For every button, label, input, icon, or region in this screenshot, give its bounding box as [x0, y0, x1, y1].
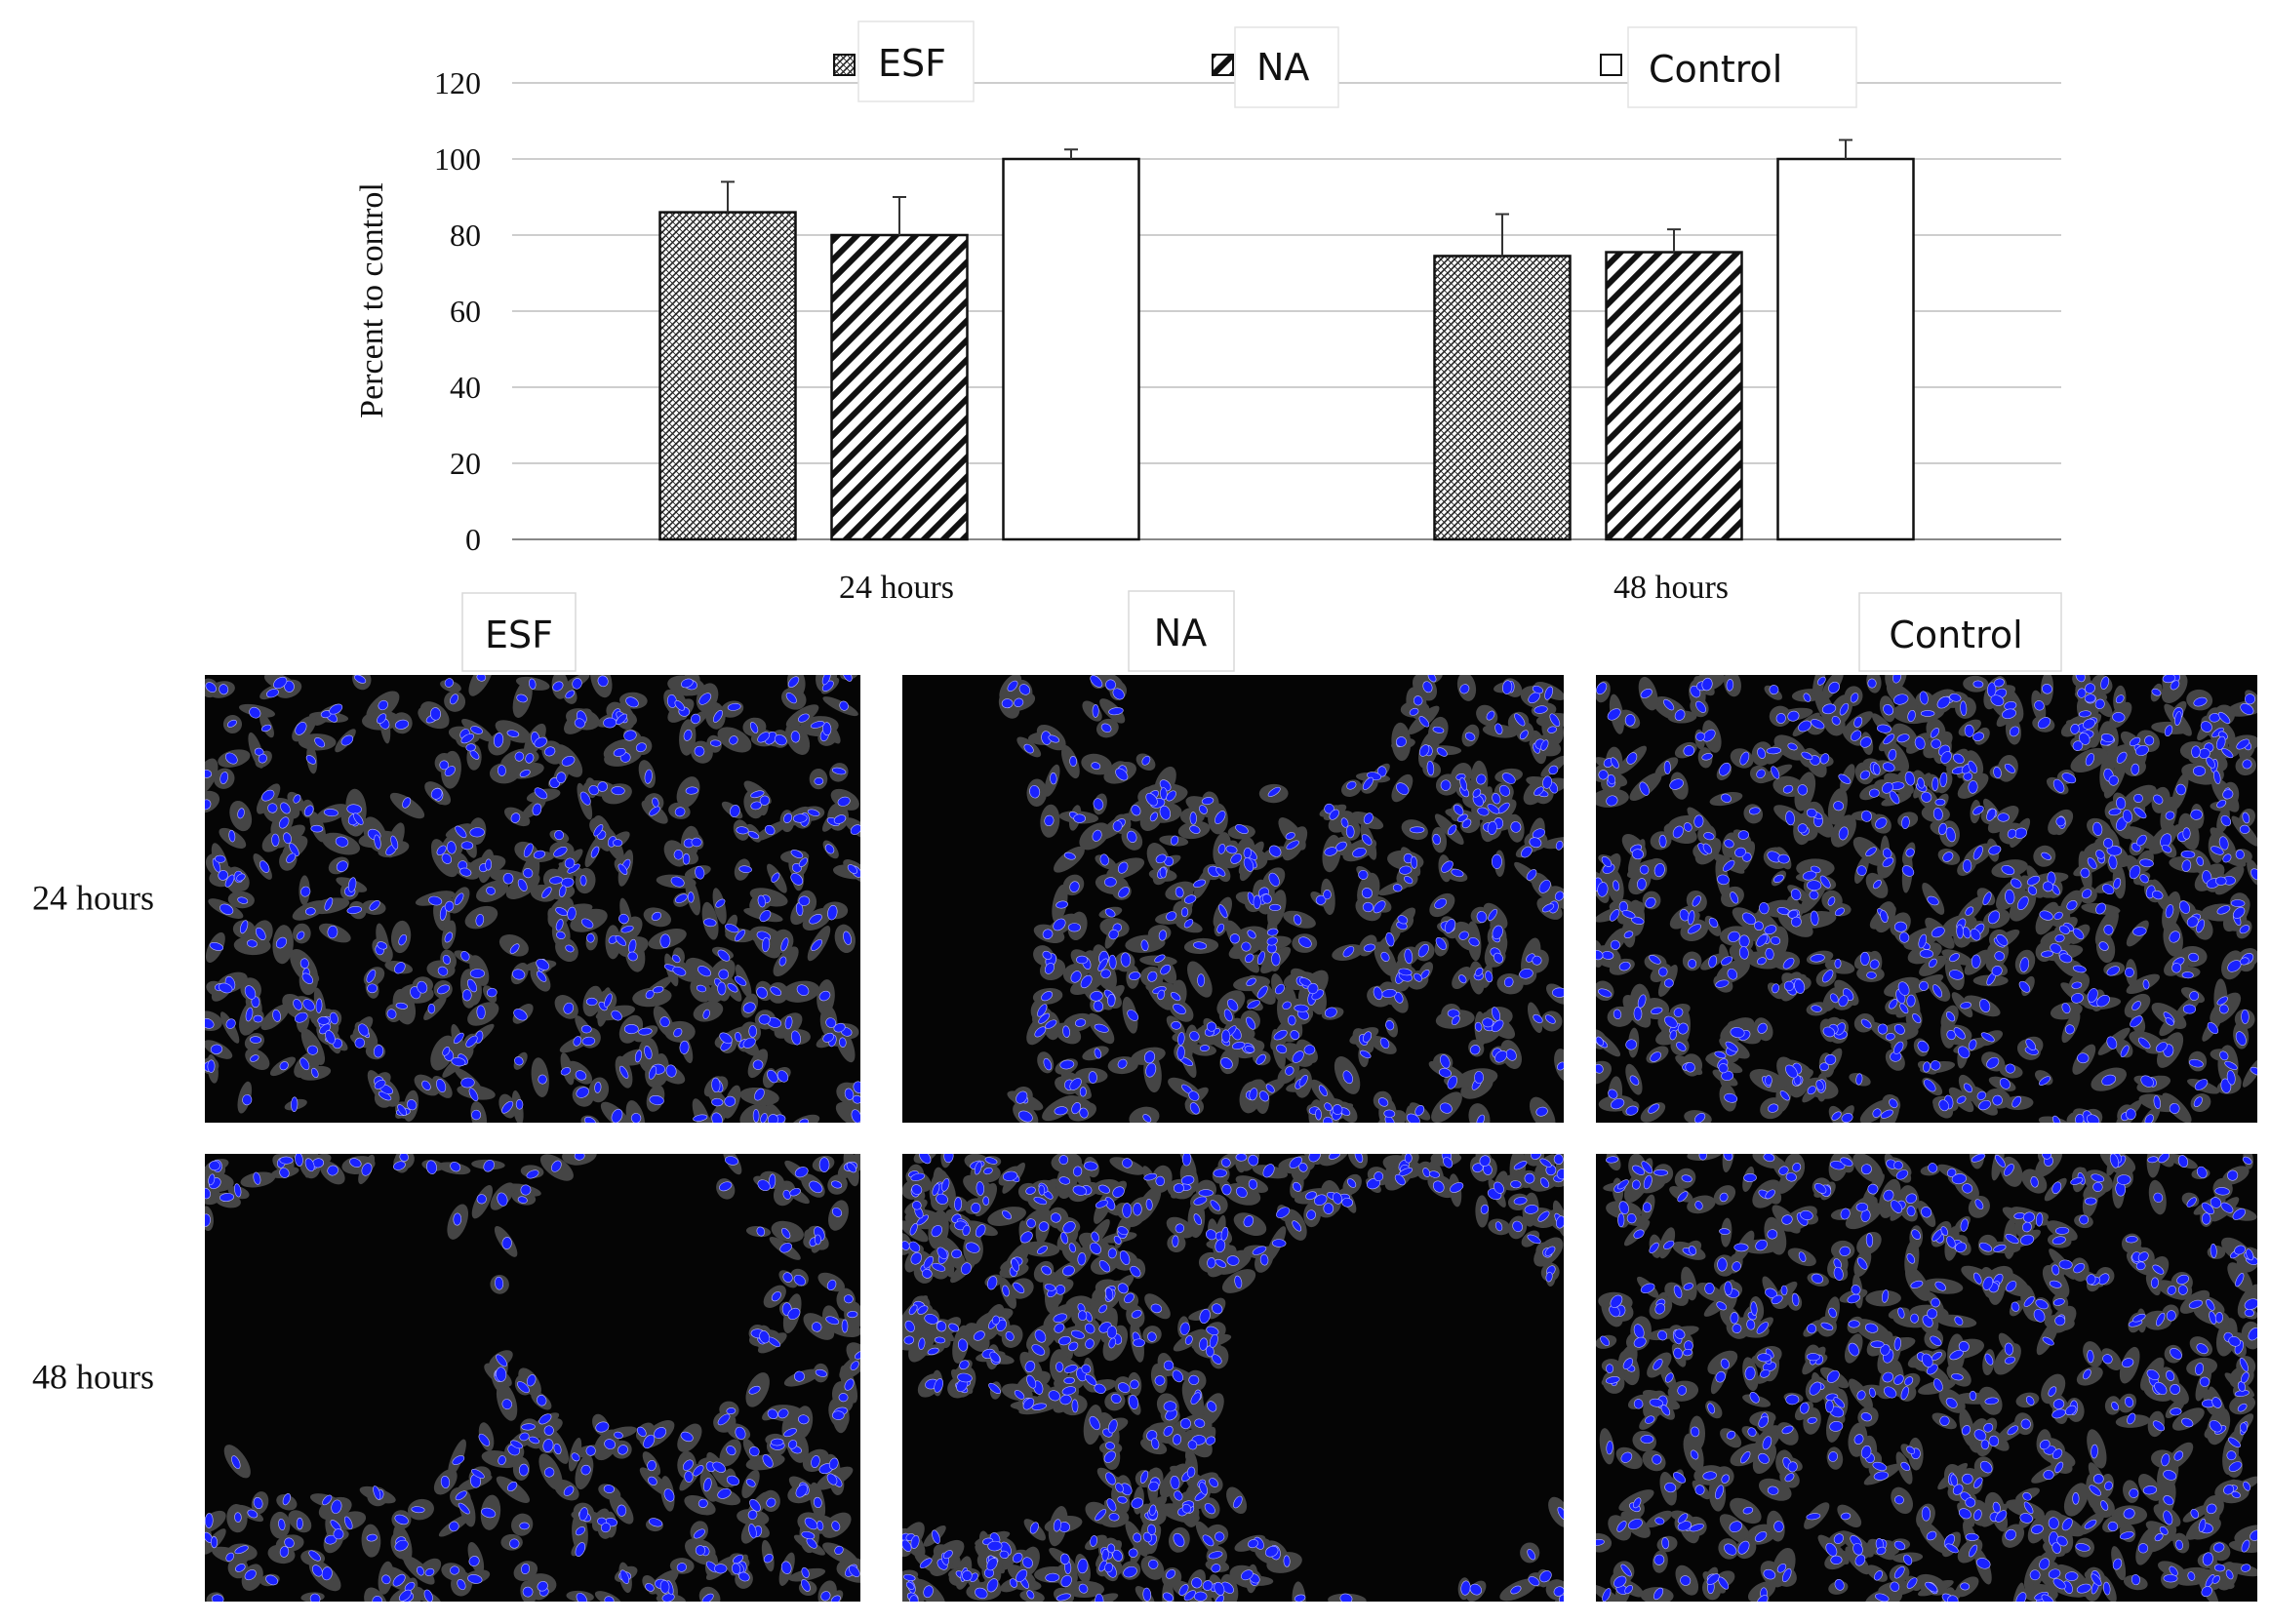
legend-swatch — [1212, 54, 1234, 76]
micrograph-esf-24-hours — [205, 675, 860, 1123]
column-header-label: ESF — [485, 614, 553, 656]
y-tick-label: 120 — [434, 65, 481, 100]
column-header-label: Control — [1889, 614, 2022, 656]
error-bar — [721, 180, 735, 213]
y-tick-labels: 0 20 40 60 80 100 120 — [434, 65, 481, 557]
header-box — [461, 592, 577, 672]
bar-na-1 — [830, 233, 969, 541]
y-tick-label: 60 — [450, 294, 481, 329]
bar-esf-2 — [1433, 255, 1572, 541]
legend-label: ESF — [878, 42, 946, 85]
bars — [658, 157, 1915, 541]
y-tick-label: 40 — [450, 370, 481, 405]
micrograph-tiles — [205, 675, 2257, 1602]
error-bars — [721, 139, 1852, 257]
row-label: 24 hours — [32, 879, 154, 918]
y-tick-label: 80 — [450, 218, 481, 253]
error-bar — [1839, 139, 1852, 159]
micrograph-control-24-hours — [1596, 675, 2257, 1123]
error-bar — [1495, 213, 1509, 257]
error-bar — [1064, 148, 1078, 159]
y-tick-label: 100 — [434, 141, 481, 177]
column-header-esf: ESF — [461, 592, 577, 672]
legend: ESF NA Control — [833, 20, 1857, 108]
legend-swatch — [833, 54, 856, 76]
legend-label-box — [857, 20, 975, 102]
micrograph-na-48-hours — [902, 1154, 1564, 1602]
y-axis-label: Percent to control — [354, 182, 390, 418]
legend-label: Control — [1649, 48, 1782, 91]
x-tick-label: 48 hours — [1613, 570, 1729, 606]
header-box — [1858, 592, 2062, 672]
legend-item-control: Control — [1600, 26, 1857, 108]
micrograph-na-24-hours — [902, 675, 1564, 1123]
legend-item-esf: ESF — [833, 20, 975, 102]
bar-control-2 — [1776, 157, 1915, 541]
error-bar — [893, 196, 906, 235]
x-tick-label: 24 hours — [839, 570, 954, 606]
y-tick-label: 0 — [465, 522, 481, 557]
micrograph-control-48-hours — [1596, 1154, 2257, 1602]
legend-label: NA — [1256, 46, 1309, 89]
column-headers: ESF NA Control — [461, 590, 2062, 672]
column-header-label: NA — [1154, 612, 1207, 654]
bar-esf-1 — [658, 211, 797, 541]
x-tick-labels: 24 hours 48 hours — [839, 570, 1729, 606]
bar-control-1 — [1002, 157, 1140, 541]
micrograph-panel: ESF NA Control 24 hours 48 hours — [32, 590, 2257, 1602]
column-header-control: Control — [1858, 592, 2062, 672]
legend-label-box — [1627, 26, 1857, 108]
legend-swatch — [1600, 54, 1622, 76]
bar-na-2 — [1605, 251, 1743, 541]
legend-item-na: NA — [1212, 26, 1339, 108]
legend-label-box — [1234, 26, 1339, 108]
header-box — [1128, 590, 1235, 672]
row-labels: 24 hours 48 hours — [32, 879, 154, 1397]
row-label: 48 hours — [32, 1358, 154, 1397]
y-tick-label: 20 — [450, 446, 481, 481]
micrograph-esf-48-hours — [205, 1154, 860, 1602]
bar-chart: 0 20 40 60 80 100 120 Percent to control 24 ho… — [354, 20, 2061, 606]
column-header-na: NA — [1128, 590, 1235, 672]
error-bar — [1667, 228, 1681, 253]
